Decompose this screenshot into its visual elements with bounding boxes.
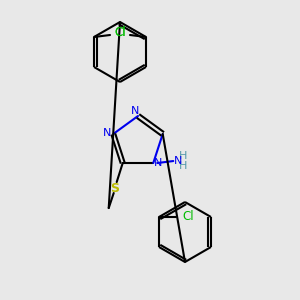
Text: N: N (131, 106, 139, 116)
Text: Cl: Cl (114, 26, 126, 38)
Text: Cl: Cl (182, 211, 194, 224)
Text: S: S (110, 182, 119, 194)
Text: H: H (179, 161, 188, 171)
Text: N: N (103, 128, 112, 138)
Text: Cl: Cl (114, 26, 126, 38)
Text: N: N (154, 158, 163, 168)
Text: N: N (174, 156, 182, 166)
Text: H: H (179, 151, 188, 161)
